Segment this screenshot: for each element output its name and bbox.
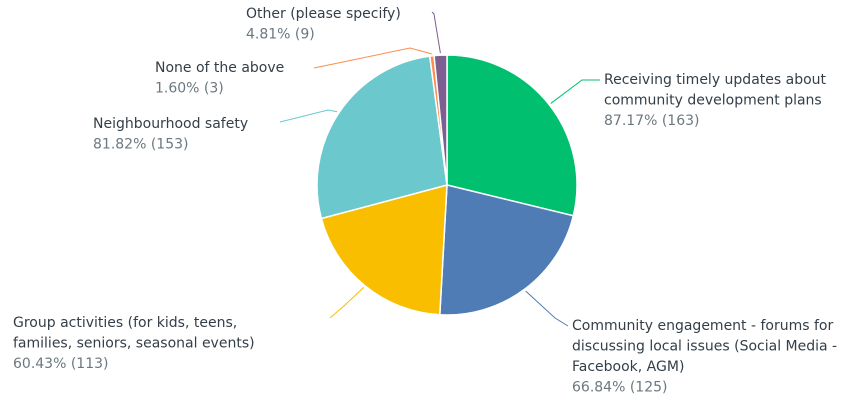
- leader-line-other-please-specify: [431, 11, 441, 54]
- leader-line-neighbourhood-safety: [279, 109, 338, 123]
- pie-slice-receiving-timely-updates-about-community[interactable]: [446, 54, 578, 217]
- slice-name-line: Community engagement - forums for: [572, 318, 833, 334]
- pie-slice-neighbourhood-safety[interactable]: [316, 55, 448, 220]
- slice-name-line: community development plans: [604, 93, 822, 109]
- leader-line-community-engagement-forums-for-discussi: [525, 290, 569, 327]
- slice-label-receiving-timely-updates-about-community: Receiving timely updates about community …: [604, 72, 827, 129]
- leader-line-group-activities-for-kids-teens-families: [329, 287, 365, 319]
- slices-layer: [316, 54, 578, 316]
- slice-name-line: discussing local issues (Social Media -: [572, 339, 837, 355]
- slice-label-other-please-specify: Other (please specify) 4.81% (9): [246, 6, 401, 43]
- leader-line-none-of-the-above: [313, 47, 432, 69]
- slice-name-line: Neighbourhood safety: [93, 116, 248, 132]
- slice-name-line: Receiving timely updates about: [604, 72, 827, 88]
- slice-value-label: 81.82% (153): [93, 137, 188, 153]
- slice-name-line: families, seniors, seasonal events): [13, 336, 255, 352]
- pie-slice-community-engagement-forums-for-discussi[interactable]: [438, 184, 575, 316]
- slice-label-group-activities-for-kids-teens-families: Group activities (for kids, teens, famili…: [13, 315, 255, 372]
- slice-name-line: Group activities (for kids, teens,: [13, 315, 237, 331]
- slice-value-label: 66.84% (125): [572, 380, 667, 396]
- slice-label-community-engagement-forums-for-discussi: Community engagement - forums for discuss…: [572, 318, 837, 396]
- leader-line-receiving-timely-updates-about-community: [550, 79, 600, 104]
- slice-label-none-of-the-above: None of the above 1.60% (3): [155, 60, 284, 97]
- pie-slice-group-activities-for-kids-teens-families[interactable]: [320, 184, 448, 316]
- slice-value-label: 1.60% (3): [155, 81, 224, 97]
- slice-label-neighbourhood-safety: Neighbourhood safety 81.82% (153): [93, 116, 248, 153]
- slice-value-label: 4.81% (9): [246, 27, 315, 43]
- slice-value-label: 60.43% (113): [13, 356, 108, 372]
- pie-slice-other-please-specify[interactable]: [433, 54, 448, 186]
- slice-name-line: Facebook, AGM): [572, 359, 684, 375]
- labels-layer: Receiving timely updates about community …: [13, 6, 837, 396]
- slice-value-label: 87.17% (163): [604, 113, 699, 129]
- slice-name-line: None of the above: [155, 60, 284, 76]
- leader-lines-layer: [279, 11, 600, 327]
- slice-name-line: Other (please specify): [246, 6, 401, 22]
